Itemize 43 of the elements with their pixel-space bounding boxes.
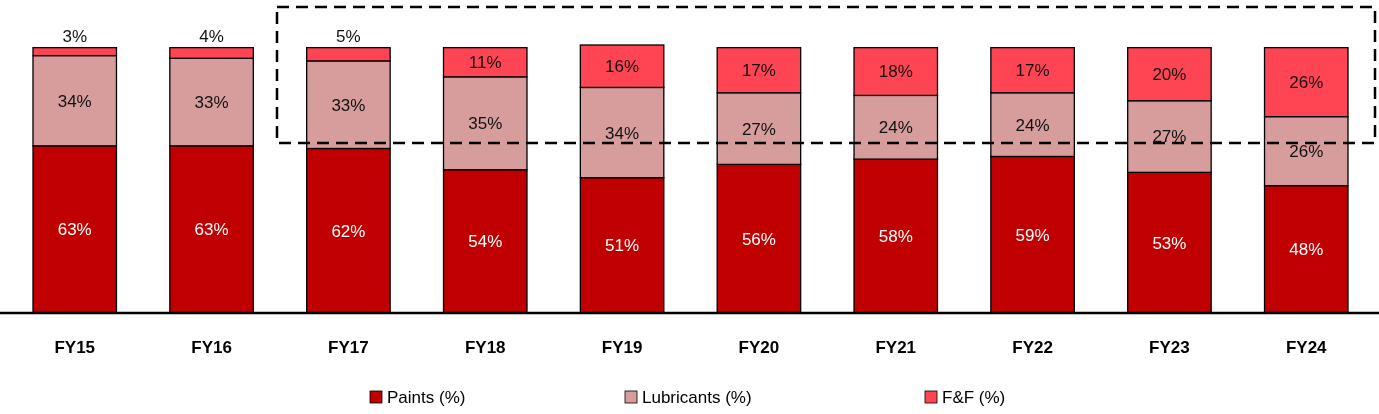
x-tick-label: FY21: [875, 338, 917, 357]
data-label: 63%: [57, 220, 92, 240]
data-label: 62%: [331, 221, 366, 241]
data-label: 63%: [194, 220, 229, 240]
x-tick-label: FY17: [328, 338, 369, 357]
data-label: 16%: [605, 57, 640, 77]
data-label: 56%: [741, 229, 776, 249]
data-label: 18%: [878, 62, 913, 82]
data-label: 4%: [199, 26, 224, 46]
data-label: 27%: [741, 119, 776, 139]
data-label: 11%: [468, 53, 502, 73]
data-label: 26%: [1289, 73, 1324, 93]
data-label: 20%: [1152, 65, 1187, 85]
data-label: 48%: [1289, 240, 1324, 260]
data-label: 59%: [1015, 225, 1050, 245]
data-label: 34%: [605, 123, 640, 143]
data-label: 3%: [62, 26, 88, 46]
data-label: 54%: [468, 232, 503, 252]
x-tick-label: FY20: [738, 338, 780, 357]
x-tick-label: FY23: [1149, 338, 1190, 357]
data-label: 17%: [1015, 61, 1050, 81]
data-label: 51%: [605, 236, 640, 256]
data-label: 26%: [1289, 142, 1324, 162]
data-label: 53%: [1152, 233, 1187, 253]
x-tick-label: FY15: [54, 338, 96, 357]
legend-label: Lubricants (%): [642, 388, 752, 407]
data-label: 27%: [1152, 127, 1187, 147]
x-tick-label: FY24: [1285, 338, 1328, 357]
data-label: 35%: [468, 114, 503, 134]
data-label: 24%: [1015, 115, 1050, 135]
data-label: 24%: [878, 118, 913, 138]
x-tick-label: FY19: [601, 338, 643, 357]
x-tick-label: FY22: [1012, 338, 1053, 357]
data-label: 58%: [878, 227, 913, 246]
x-tick-label: FY16: [191, 338, 232, 357]
legend-label: F&F (%): [942, 388, 1006, 407]
data-label: 5%: [336, 26, 361, 46]
data-label: 17%: [741, 61, 776, 81]
x-tick-label: FY18: [464, 338, 506, 357]
data-label: 34%: [57, 91, 92, 111]
data-label: 33%: [194, 93, 229, 112]
legend-label: Paints (%): [387, 388, 466, 407]
data-label: 33%: [331, 95, 366, 115]
